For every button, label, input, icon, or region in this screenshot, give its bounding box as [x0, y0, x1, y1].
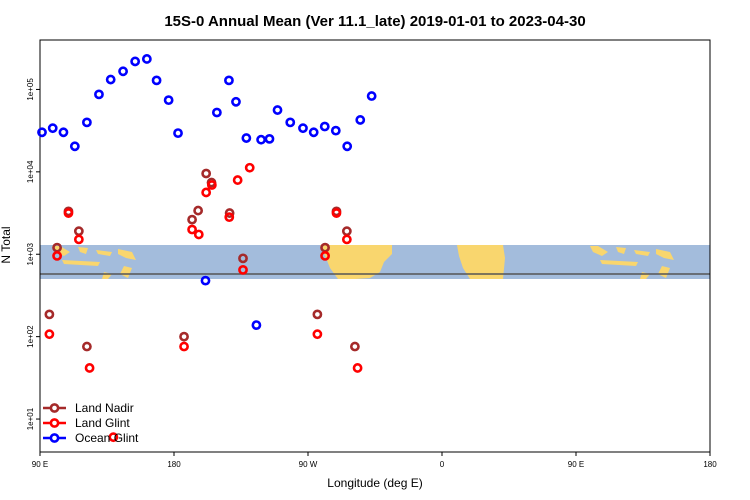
land-glint-point: [331, 208, 342, 218]
land-nadir-point: [73, 226, 84, 237]
ocean-glint-point: [272, 105, 283, 115]
land-glint-point: [193, 229, 204, 240]
ocean-glint-point: [105, 74, 116, 85]
land-nadir-point: [224, 208, 235, 218]
map-band: [40, 245, 710, 279]
ocean-glint-point: [342, 141, 353, 152]
legend-marker-ocean-glint: [49, 433, 60, 443]
land-glint-point: [232, 175, 243, 185]
land-glint-point: [201, 187, 212, 198]
land-nadir-point: [193, 205, 204, 216]
x-tick-label: 180: [167, 460, 181, 469]
ocean-glint-point: [330, 125, 341, 136]
ocean-glint-point: [200, 275, 211, 286]
land-glint-point: [244, 162, 255, 173]
ocean-glint-point: [173, 128, 183, 139]
x-tick-label: 0: [440, 460, 445, 469]
ocean-glint-point: [151, 75, 162, 86]
land-glint-point: [84, 363, 95, 373]
ocean-glint-point: [308, 127, 319, 138]
x-tick-label: 180: [703, 460, 717, 469]
land-glint-point: [187, 224, 197, 235]
x-axis: 90 E 180 90 W 0 90 E 180: [32, 452, 717, 469]
data-points: [37, 54, 377, 443]
land-glint-point: [52, 250, 62, 261]
ocean-glint-point: [224, 75, 234, 86]
y-axis: 1e+01 1e+02 1e+03 1e+04 1e+05: [26, 78, 40, 430]
ocean-glint-point: [231, 96, 241, 107]
ocean-glint-point: [241, 133, 252, 143]
legend-label-ocean-glint: Ocean Glint: [75, 431, 139, 445]
ocean-glint-point: [37, 127, 47, 138]
land-glint-point: [224, 212, 235, 223]
ocean-glint-point: [130, 56, 141, 67]
land-glint-point: [238, 264, 248, 275]
land-africa: [457, 245, 505, 279]
ocean-glint-point: [298, 123, 308, 134]
x-tick-label: 90 E: [32, 460, 48, 469]
legend-label-land-glint: Land Glint: [75, 416, 130, 430]
land-glint-point: [44, 329, 55, 340]
x-tick-label: 90 W: [299, 460, 318, 469]
land-glint-point: [352, 363, 363, 373]
land-indonesia-left: [52, 246, 136, 279]
legend-marker-land-nadir: [49, 403, 60, 413]
legend-label-land-nadir: Land Nadir: [75, 401, 134, 415]
y-tick-label: 1e+03: [26, 242, 35, 265]
ocean-glint-point: [118, 66, 128, 77]
land-glint-point: [179, 341, 189, 352]
x-axis-label: Longitude (deg E): [327, 476, 422, 490]
chart-title: 15S-0 Annual Mean (Ver 11.1_late) 2019-0…: [164, 13, 585, 30]
land-nadir-point: [82, 341, 92, 352]
land-indonesia-right: [590, 246, 674, 279]
land-south-america: [320, 245, 392, 279]
land-nadir-point: [341, 226, 352, 237]
ocean-glint-point: [163, 95, 174, 106]
ocean-glint-point: [211, 107, 222, 118]
land-glint-point: [341, 234, 352, 245]
x-tick-label: 90 E: [568, 460, 584, 469]
y-axis-label: N Total: [0, 226, 13, 263]
land-shapes: [52, 245, 674, 279]
ocean-glint-point: [251, 320, 262, 331]
land-nadir-point: [187, 214, 197, 225]
land-nadir-point: [179, 331, 189, 342]
ocean-glint-point: [285, 117, 296, 128]
ocean-glint-point: [319, 121, 330, 132]
ocean-glint-point: [94, 89, 104, 100]
land-nadir-point: [201, 168, 212, 179]
ocean-glint-point: [264, 133, 275, 144]
land-glint-point: [320, 250, 330, 261]
land-glint-point: [63, 208, 74, 218]
ocean-glint-point: [82, 117, 92, 128]
land-nadir-point: [44, 309, 55, 320]
ocean-glint-point: [47, 123, 58, 134]
ocean-glint-point: [366, 91, 377, 101]
y-tick-label: 1e+02: [26, 325, 35, 348]
plot-frame: [39, 39, 711, 453]
land-glint-point: [108, 432, 119, 443]
land-nadir-point: [238, 253, 248, 264]
y-tick-label: 1e+04: [26, 160, 35, 183]
land-glint-point: [312, 329, 323, 340]
ocean-glint-point: [69, 141, 80, 152]
ocean-glint-point: [58, 127, 69, 138]
ocean-glint-point: [256, 134, 266, 145]
land-glint-point: [73, 234, 84, 245]
y-tick-label: 1e+05: [26, 78, 35, 101]
land-nadir-point: [312, 309, 323, 320]
y-tick-label: 1e+01: [26, 407, 35, 430]
land-glint-point: [206, 180, 217, 190]
land-nadir-point: [349, 341, 360, 352]
ocean-glint-point: [141, 54, 152, 64]
ocean-glint-point: [355, 115, 366, 125]
legend-marker-land-glint: [49, 418, 60, 428]
